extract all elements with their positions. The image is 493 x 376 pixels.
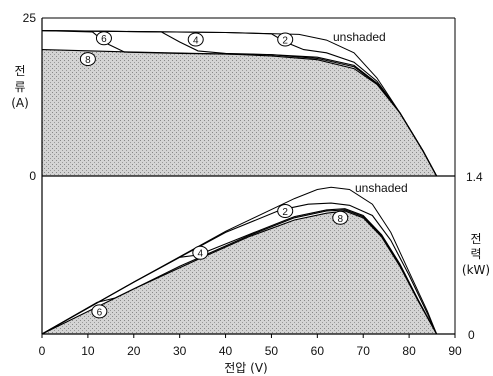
current-y-tick-min: 0 [29,169,36,183]
power-curve-label-text: 4 [198,249,204,260]
power-curve-label-circle [91,304,108,319]
current-curve-label-circle [79,52,96,67]
power-curve-label-text: 6 [97,307,103,318]
power-curve-label-circle [192,245,209,260]
power-y-tick-min: 0 [468,328,475,342]
x-tick-label: 20 [127,344,141,358]
current-shaded-area [42,49,437,176]
x-axis-ticks: 0 10 20 30 40 50 60 70 80 90 [39,334,462,358]
current-series-line-5 [41,49,438,177]
current-curve-label-circle [95,31,112,46]
current-ylabel-char-1: 전 [14,64,25,78]
x-tick-label: 50 [265,344,279,358]
current-curve-label-text: 6 [101,34,107,45]
current-curve-label-4: 8 [79,52,96,67]
power-ylabel-unit: (kW) [462,263,490,277]
current-curve-label-circle [277,32,294,47]
current-ylabel-char-2: 류 [14,80,25,94]
power-series-line-1 [41,186,438,335]
chart-frame [41,17,456,335]
current-curve-label-circle [187,32,204,47]
current-curve-label-1: 2 [277,32,294,47]
x-tick-label: 10 [81,344,95,358]
power-series-line-2 [41,202,438,335]
current-y-tick-max: 25 [23,11,37,25]
power-series-labels: 2 4 6 8 [91,203,349,319]
power-ylabel-char-2: 력 [470,247,481,261]
x-tick-label: 60 [311,344,325,358]
power-curve-label-1: 2 [277,203,294,218]
x-axis-title: 전압 (V) [224,361,267,375]
x-tick-label: 90 [448,344,462,358]
x-tick-label: 80 [402,344,416,358]
power-curve-label-2: 4 [192,245,209,260]
current-curve-label-text: 2 [282,35,288,46]
power-unshaded-annotation: unshaded [355,181,408,195]
current-series-labels: 2 4 68 [79,31,294,67]
power-curve-label-circle [277,203,294,218]
power-shaded-area [42,211,437,334]
power-curve-label-4: 8 [332,210,349,225]
power-curve-label-3: 6 [91,304,108,319]
current-panel: 2 4 68 unshaded 25 0 전 류 (A) [11,11,438,183]
current-curve-label-text: 4 [193,35,199,46]
power-y-tick-max: 1.4 [466,170,483,184]
power-ylabel-char-1: 전 [470,232,481,246]
x-tick-label: 0 [39,344,46,358]
x-tick-label: 30 [173,344,187,358]
current-curve-label-3: 6 [95,31,112,46]
power-series-line-3 [41,208,438,335]
current-ylabel-unit: (A) [11,96,29,110]
power-panel: 2 4 6 8 unshaded 1.4 0 전 력 (kW) 0 10 20 30 40 50… [39,170,490,375]
current-curve-label-text: 8 [85,55,91,66]
x-tick-label: 70 [357,344,371,358]
power-curve-label-circle [332,210,349,225]
current-unshaded-annotation: unshaded [333,30,386,44]
power-curve-label-text: 2 [282,207,288,218]
power-curve-label-text: 8 [337,214,343,225]
current-curve-label-2: 4 [187,32,204,47]
x-tick-label: 40 [219,344,233,358]
